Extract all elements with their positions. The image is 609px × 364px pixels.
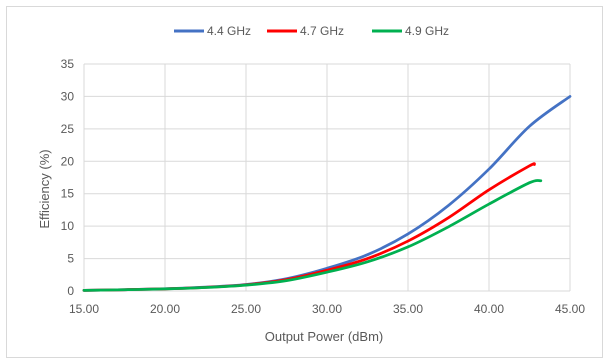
y-tick-label: 25 (61, 122, 75, 136)
y-tick-label: 35 (61, 57, 75, 71)
series-line-4-9-ghz (82, 179, 543, 292)
grid (83, 63, 571, 292)
legend-label-4-4-ghz: 4.4 GHz (207, 24, 251, 38)
y-tick-label: 30 (61, 89, 75, 103)
tick-labels: 0 5 10 15 20 25 30 35 15.00 20.00 25.00 30.00 35.00 4… (61, 57, 586, 316)
legend-label-4-7-ghz: 4.7 GHz (300, 24, 344, 38)
x-tick-label: 30.00 (312, 302, 342, 316)
legend-label-4-9-ghz: 4.9 GHz (405, 24, 449, 38)
x-axis-title: Output Power (dBm) (265, 329, 384, 344)
y-tick-label: 20 (61, 154, 75, 168)
series-lines (82, 95, 572, 292)
x-tick-label: 15.00 (69, 302, 99, 316)
x-tick-label: 40.00 (474, 302, 504, 316)
y-tick-label: 5 (67, 252, 74, 266)
x-tick-label: 45.00 (555, 302, 585, 316)
y-axis-title: Efficiency (%) (37, 149, 52, 228)
series-line-4-7-ghz (82, 162, 536, 292)
x-tick-label: 35.00 (393, 302, 423, 316)
legend: 4.4 GHz 4.7 GHz 4.9 GHz (174, 24, 449, 38)
y-tick-label: 0 (67, 284, 74, 298)
y-tick-label: 10 (61, 219, 75, 233)
x-tick-label: 25.00 (231, 302, 261, 316)
y-tick-label: 15 (61, 187, 75, 201)
x-tick-label: 20.00 (150, 302, 180, 316)
